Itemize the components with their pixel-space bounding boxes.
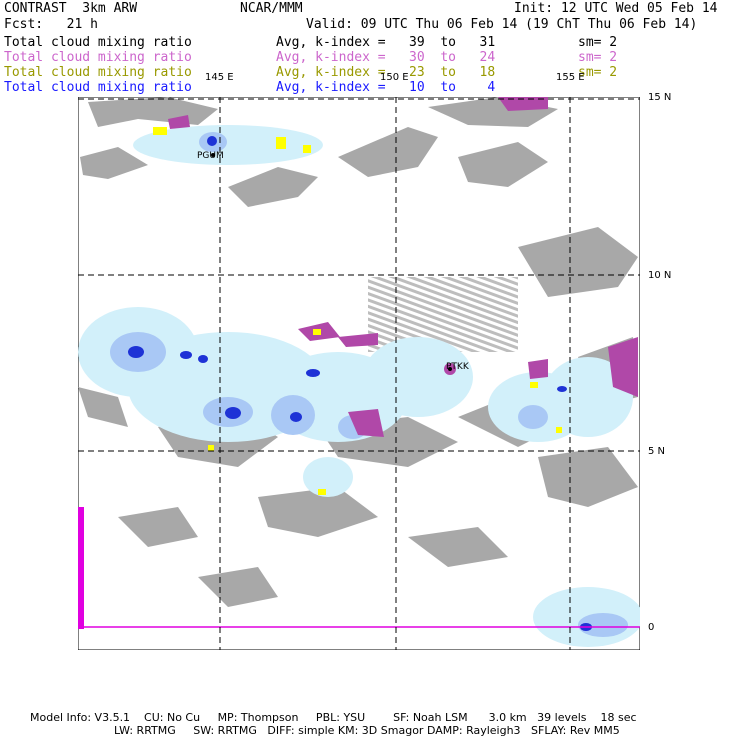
legend-sm-1: sm= 2 xyxy=(578,35,618,50)
lat-label-5n: 5 N xyxy=(648,446,666,457)
station-ptkk-marker xyxy=(448,367,452,371)
medium-blue-cloud-areas xyxy=(110,132,628,637)
legend-field-3: Total cloud mixing ratio xyxy=(4,65,192,80)
lon-label-145e: 145 E xyxy=(205,72,234,83)
model-info-line2: LW: RRTMG SW: RRTMG DIFF: simple KM: 3D … xyxy=(114,724,620,737)
lon-label-155e: 155 E xyxy=(556,72,585,83)
legend-field-4: Total cloud mixing ratio xyxy=(4,80,192,95)
lon-label-150e: 150 E xyxy=(380,72,409,83)
station-label-pgum: PGUM xyxy=(197,151,224,161)
lat-label-15n: 15 N xyxy=(648,92,672,103)
lat-label-10n: 10 N xyxy=(648,270,672,281)
legend-avg-3: Avg, k-index = 23 to 18 xyxy=(276,65,496,80)
lat-lon-grid xyxy=(78,97,640,650)
station-pgum-marker xyxy=(211,153,215,157)
legend-avg-4: Avg, k-index = 10 to 4 xyxy=(276,80,496,95)
model-info-line1: Model Info: V3.5.1 CU: No Cu MP: Thompso… xyxy=(30,711,637,724)
station-label-ptkk: PTKK xyxy=(446,362,469,372)
yellow-cloud-patches xyxy=(153,127,562,495)
org-label: NCAR/MMM xyxy=(240,1,303,16)
valid-time: Valid: 09 UTC Thu 06 Feb 14 (19 ChT Thu … xyxy=(306,17,698,32)
legend-sm-2: sm= 2 xyxy=(578,50,618,65)
cloud-map xyxy=(78,97,640,650)
legend-field-2: Total cloud mixing ratio xyxy=(4,50,192,65)
legend-field-1: Total cloud mixing ratio xyxy=(4,35,192,50)
dark-blue-cloud-cores xyxy=(128,136,592,631)
legend-avg-1: Avg, k-index = 39 to 31 xyxy=(276,35,496,50)
model-title: CONTRAST 3km ARW xyxy=(4,1,138,16)
hatched-cloud-band xyxy=(368,277,518,352)
lat-label-0: 0 xyxy=(648,622,655,633)
legend-avg-2: Avg, k-index = 30 to 24 xyxy=(276,50,496,65)
forecast-hour: Fcst: 21 h xyxy=(4,17,98,32)
init-time: Init: 12 UTC Wed 05 Feb 14 xyxy=(514,1,718,16)
legend-sm-3: sm= 2 xyxy=(578,65,618,80)
